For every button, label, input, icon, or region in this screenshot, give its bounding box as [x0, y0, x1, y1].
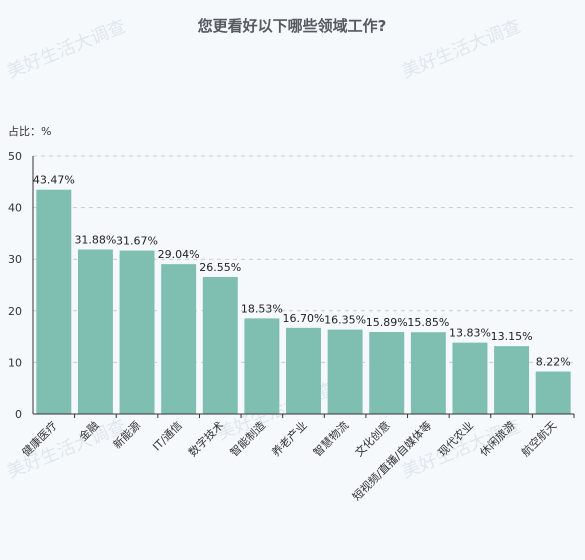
- y-tick-label: 30: [8, 253, 22, 266]
- data-label: 13.15%: [491, 330, 533, 343]
- data-label: 29.04%: [158, 248, 200, 261]
- data-label: 26.55%: [199, 261, 241, 274]
- x-tick-label: 养老产业: [269, 418, 310, 459]
- x-tick-label: IT/通信: [150, 419, 184, 453]
- bar: [119, 250, 155, 414]
- chart-title: 您更看好以下哪些领域工作?: [197, 17, 387, 35]
- data-labels-layer: 43.47% 31.88% 31.67%29.04%26.55% 18.53%16.7…: [33, 174, 571, 369]
- bar: [244, 318, 280, 414]
- bar: [452, 342, 488, 414]
- bar: [202, 277, 238, 414]
- x-tick-label: 航空航天: [518, 418, 559, 459]
- y-tick-label: 10: [8, 356, 22, 369]
- x-tick-label: 智慧物流: [310, 418, 351, 459]
- bar: [535, 371, 571, 414]
- data-label: 8.22%: [536, 356, 571, 369]
- y-tick-label: 50: [8, 150, 22, 163]
- bar: [494, 346, 530, 414]
- watermark-text: 美好生活大调查: [4, 16, 129, 83]
- unit-label: 占比：%: [8, 124, 51, 138]
- bar: [286, 327, 321, 414]
- data-label: 15.85%: [407, 316, 449, 329]
- data-label: 16.70%: [283, 312, 325, 325]
- data-label: 13.83%: [449, 327, 491, 340]
- data-label: 43.47%: [33, 174, 75, 187]
- data-label: 18.53%: [241, 302, 283, 315]
- bar: [77, 249, 113, 414]
- y-tick-label: 0: [15, 408, 22, 421]
- data-label: 31.67%: [116, 235, 158, 248]
- bar: [161, 264, 197, 414]
- data-label: 15.89%: [366, 316, 408, 329]
- bar: [369, 332, 405, 414]
- data-label: 16.35%: [324, 314, 366, 327]
- y-tick-label: 40: [8, 202, 22, 215]
- bar: [410, 332, 446, 414]
- bar: [36, 189, 72, 414]
- data-label: 31.88%: [74, 233, 116, 246]
- bar: [327, 329, 363, 414]
- watermark-text: 美好生活大调查: [399, 16, 524, 83]
- y-tick-label: 20: [8, 305, 22, 318]
- bars-layer: [36, 189, 571, 414]
- x-tick-label: 文化创意: [352, 418, 393, 459]
